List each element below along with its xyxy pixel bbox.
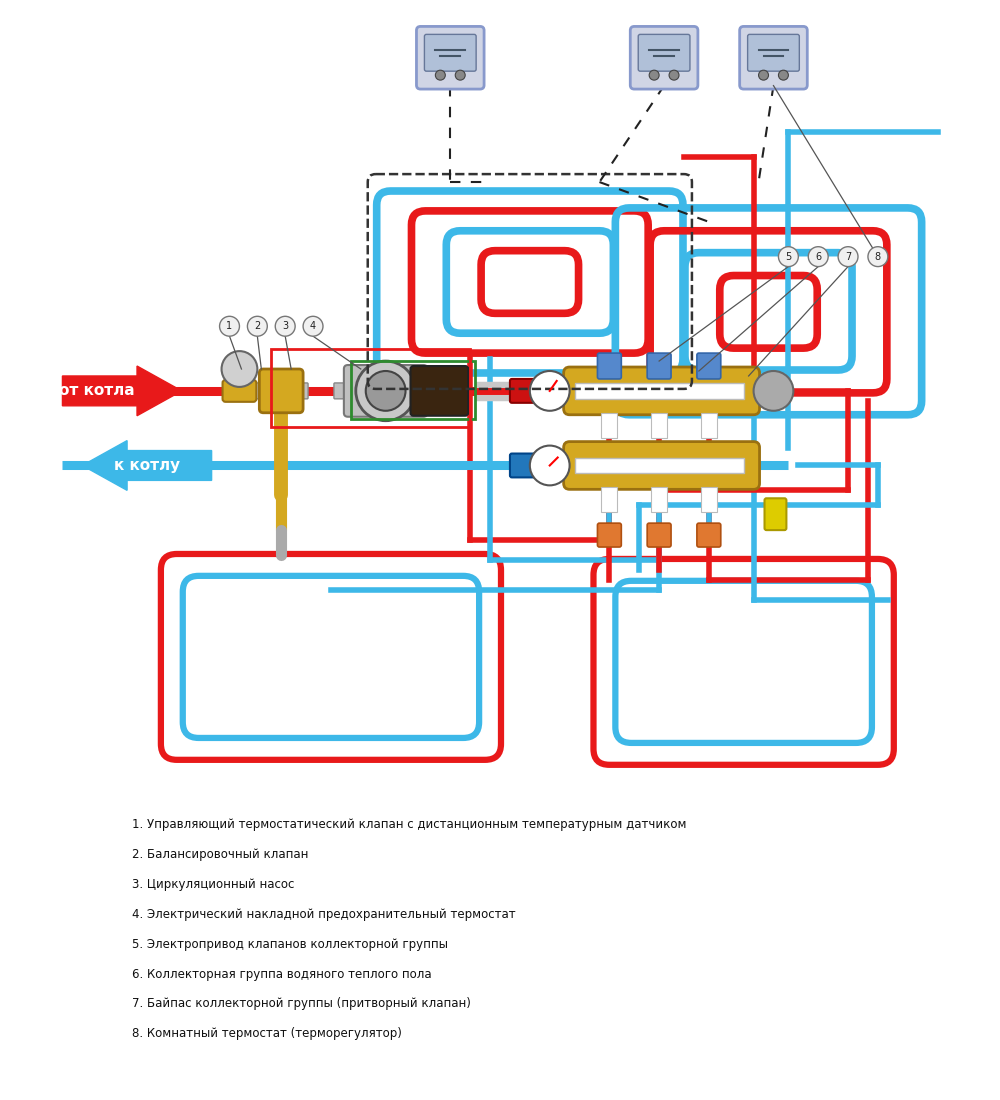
FancyBboxPatch shape xyxy=(597,524,621,547)
Circle shape xyxy=(649,70,659,80)
FancyBboxPatch shape xyxy=(697,353,721,380)
FancyBboxPatch shape xyxy=(344,365,427,417)
FancyBboxPatch shape xyxy=(638,34,690,72)
Bar xyxy=(601,487,617,513)
FancyBboxPatch shape xyxy=(411,366,468,416)
Circle shape xyxy=(838,246,858,266)
FancyBboxPatch shape xyxy=(564,441,760,490)
Circle shape xyxy=(759,70,768,80)
Circle shape xyxy=(220,317,239,337)
FancyBboxPatch shape xyxy=(647,524,671,547)
FancyBboxPatch shape xyxy=(597,353,621,380)
Text: 6. Коллекторная группа водяного теплого пола: 6. Коллекторная группа водяного теплого … xyxy=(132,968,432,981)
Circle shape xyxy=(366,371,406,410)
Text: 1: 1 xyxy=(226,321,233,331)
FancyBboxPatch shape xyxy=(259,368,303,412)
Text: от котла: от котла xyxy=(59,384,135,398)
Text: 5: 5 xyxy=(785,252,792,262)
Bar xyxy=(575,458,744,473)
FancyBboxPatch shape xyxy=(334,383,348,399)
FancyArrow shape xyxy=(82,441,212,491)
Circle shape xyxy=(868,246,888,266)
FancyBboxPatch shape xyxy=(647,353,671,380)
FancyBboxPatch shape xyxy=(424,34,476,72)
Text: 4: 4 xyxy=(310,321,316,331)
Bar xyxy=(701,487,717,513)
Bar xyxy=(271,349,470,427)
FancyBboxPatch shape xyxy=(510,379,544,403)
Text: 8. Комнатный термостат (терморегулятор): 8. Комнатный термостат (терморегулятор) xyxy=(132,1027,402,1041)
Text: 2: 2 xyxy=(254,321,260,331)
FancyBboxPatch shape xyxy=(510,453,544,477)
FancyBboxPatch shape xyxy=(748,34,799,72)
FancyBboxPatch shape xyxy=(740,26,807,89)
FancyBboxPatch shape xyxy=(254,383,268,399)
Text: 2. Балансировочный клапан: 2. Балансировочный клапан xyxy=(132,848,308,861)
Circle shape xyxy=(669,70,679,80)
Text: к котлу: к котлу xyxy=(114,458,180,473)
Circle shape xyxy=(303,317,323,337)
Circle shape xyxy=(778,246,798,266)
FancyBboxPatch shape xyxy=(630,26,698,89)
Bar xyxy=(701,412,717,438)
Bar xyxy=(651,487,667,513)
FancyBboxPatch shape xyxy=(697,524,721,547)
FancyBboxPatch shape xyxy=(294,383,308,399)
Circle shape xyxy=(356,361,415,420)
Circle shape xyxy=(435,70,445,80)
Text: 4. Электрический накладной предохранительный термостат: 4. Электрический накладной предохранител… xyxy=(132,908,516,921)
Text: 3. Циркуляционный насос: 3. Циркуляционный насос xyxy=(132,878,294,891)
Bar xyxy=(601,412,617,438)
FancyBboxPatch shape xyxy=(223,379,256,401)
Bar xyxy=(575,383,744,399)
Text: 3: 3 xyxy=(282,321,288,331)
Circle shape xyxy=(754,371,793,410)
Text: 7. Байпас коллекторной группы (притворный клапан): 7. Байпас коллекторной группы (притворны… xyxy=(132,998,471,1011)
FancyBboxPatch shape xyxy=(564,367,760,415)
FancyBboxPatch shape xyxy=(416,26,484,89)
Circle shape xyxy=(222,351,257,387)
Text: 7: 7 xyxy=(845,252,851,262)
Bar xyxy=(351,361,475,419)
Circle shape xyxy=(530,446,570,485)
FancyBboxPatch shape xyxy=(765,498,786,530)
Bar xyxy=(651,412,667,438)
Circle shape xyxy=(455,70,465,80)
Circle shape xyxy=(778,70,788,80)
Circle shape xyxy=(275,317,295,337)
Text: 8: 8 xyxy=(875,252,881,262)
Text: 1. Управляющий термостатический клапан с дистанционным температурным датчиком: 1. Управляющий термостатический клапан с… xyxy=(132,818,687,832)
Circle shape xyxy=(530,371,570,410)
Circle shape xyxy=(247,317,267,337)
Text: 6: 6 xyxy=(815,252,821,262)
FancyArrow shape xyxy=(62,366,182,416)
Text: 5. Электропривод клапанов коллекторной группы: 5. Электропривод клапанов коллекторной г… xyxy=(132,938,448,950)
Circle shape xyxy=(808,246,828,266)
